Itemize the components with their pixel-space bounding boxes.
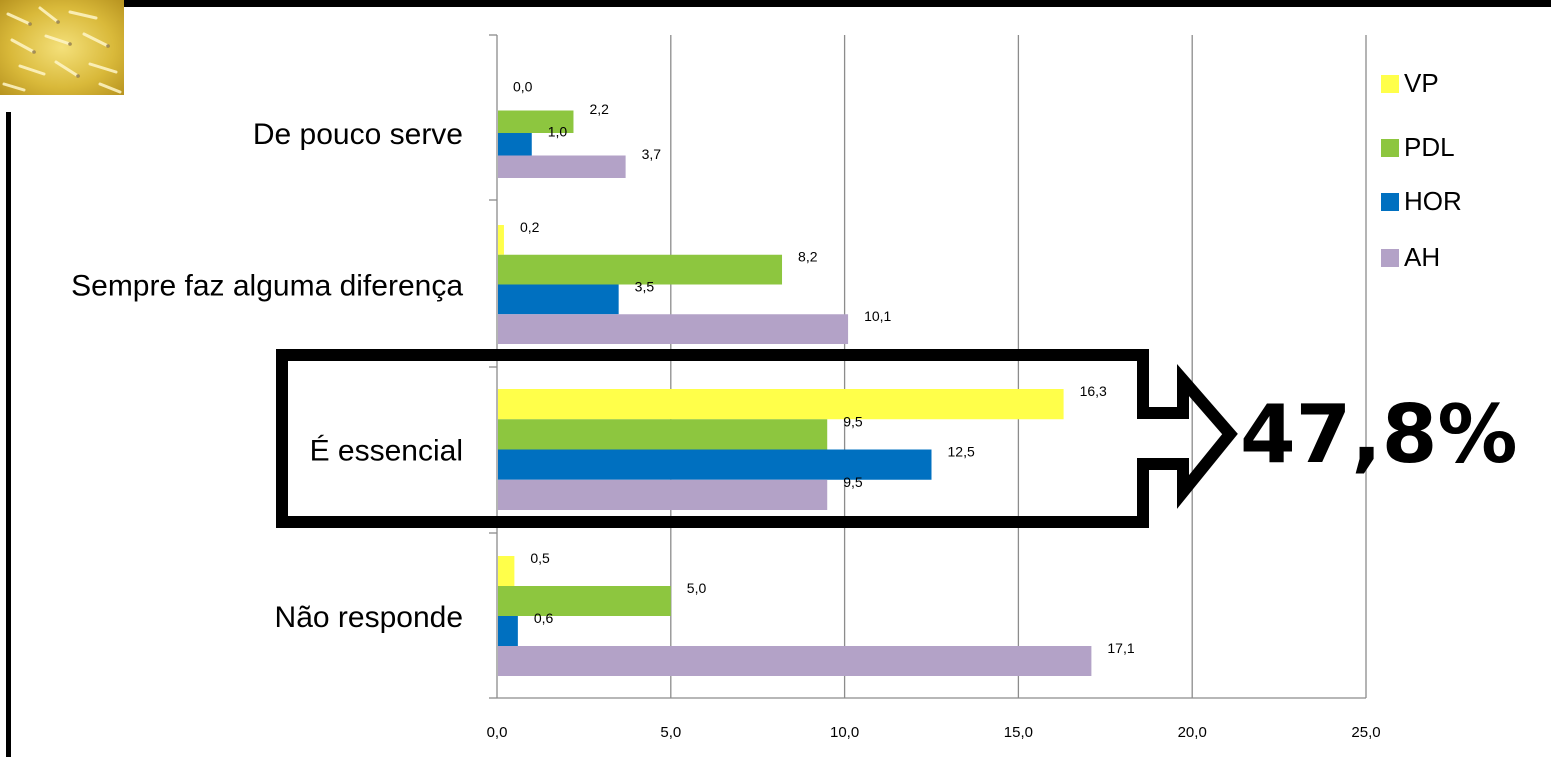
data-label: 16,3 bbox=[1080, 383, 1107, 399]
highlight-total-label: 47,8% bbox=[1240, 388, 1518, 481]
legend-label: AH bbox=[1404, 242, 1440, 272]
data-label: 3,5 bbox=[635, 278, 655, 294]
data-label: 17,1 bbox=[1107, 640, 1134, 656]
data-label: 10,1 bbox=[864, 308, 891, 324]
bar-ah-sempre-faz-alguma-diferenca bbox=[498, 314, 849, 344]
data-label: 12,5 bbox=[948, 444, 975, 460]
bar-hor-sempre-faz-alguma-diferenca bbox=[498, 284, 619, 315]
bar-hor-nao-responde bbox=[498, 616, 518, 646]
x-tick-label: 0,0 bbox=[487, 724, 508, 741]
rice-photo-thumbnail bbox=[0, 0, 124, 95]
x-tick-label: 5,0 bbox=[660, 724, 681, 741]
data-label: 5,0 bbox=[687, 580, 707, 596]
data-label: 0,0 bbox=[513, 78, 533, 94]
category-label: Não responde bbox=[275, 601, 463, 634]
highlight-arrow-frame bbox=[276, 349, 1238, 528]
left-border-line bbox=[6, 112, 11, 757]
bar-pdl-nao-responde bbox=[498, 586, 671, 616]
data-label: 1,0 bbox=[548, 123, 568, 139]
x-tick-label: 20,0 bbox=[1178, 724, 1207, 741]
bar-pdl-e-essencial bbox=[498, 419, 828, 450]
top-border-line bbox=[124, 0, 1551, 7]
data-label: 0,6 bbox=[534, 610, 554, 626]
data-label: 2,2 bbox=[589, 101, 609, 117]
bar-ah-de-pouco-serve bbox=[498, 155, 626, 178]
legend-label: HOR bbox=[1404, 186, 1462, 216]
x-tick-label: 10,0 bbox=[830, 724, 859, 741]
category-label: Sempre faz alguma diferença bbox=[71, 270, 463, 303]
legend-swatch-ah bbox=[1381, 249, 1399, 267]
category-label: É essencial bbox=[310, 435, 463, 468]
x-tick-label: 25,0 bbox=[1351, 724, 1380, 741]
bar-ah-e-essencial bbox=[498, 479, 828, 510]
data-label: 9,5 bbox=[843, 474, 863, 490]
bar-vp-e-essencial bbox=[498, 389, 1064, 420]
bar-ah-nao-responde bbox=[498, 646, 1092, 676]
data-label: 9,5 bbox=[843, 413, 863, 429]
bar-vp-sempre-faz-alguma-diferenca bbox=[498, 225, 504, 255]
data-label: 0,5 bbox=[530, 550, 550, 566]
legend-swatch-vp bbox=[1381, 75, 1399, 93]
data-label: 8,2 bbox=[798, 249, 818, 265]
bar-pdl-de-pouco-serve bbox=[498, 110, 574, 133]
bar-hor-e-essencial bbox=[498, 449, 932, 480]
x-tick-label: 15,0 bbox=[1004, 724, 1033, 741]
bar-hor-de-pouco-serve bbox=[498, 133, 532, 156]
bar-pdl-sempre-faz-alguma-diferenca bbox=[498, 254, 783, 285]
legend-label: VP bbox=[1404, 68, 1439, 98]
data-label: 3,7 bbox=[642, 146, 662, 162]
legend-swatch-hor bbox=[1381, 193, 1399, 211]
legend-label: PDL bbox=[1404, 132, 1455, 162]
data-label: 0,2 bbox=[520, 219, 540, 235]
legend-swatch-pdl bbox=[1381, 139, 1399, 157]
category-label: De pouco serve bbox=[253, 118, 463, 151]
bar-vp-nao-responde bbox=[498, 556, 515, 586]
